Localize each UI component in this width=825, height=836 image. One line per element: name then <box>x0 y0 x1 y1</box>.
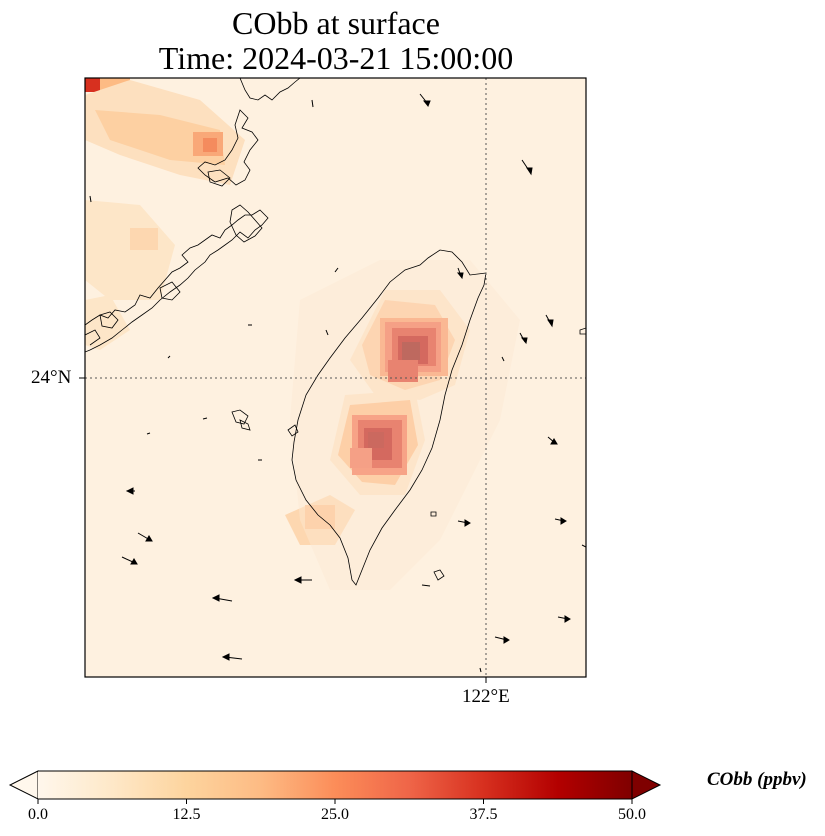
colorbar-tick-label: 0.0 <box>28 806 48 823</box>
wind-vectors <box>89 93 586 673</box>
plume-northwest <box>85 78 245 350</box>
taiwan-coastline <box>291 249 487 586</box>
colorbar-tick-label: 25.0 <box>321 806 349 823</box>
colorbar-extend-low <box>8 770 39 800</box>
lon-tick-label: 122°E <box>462 686 510 707</box>
colorbar-tick-label: 37.5 <box>469 806 498 823</box>
colorbar-title: CObb (ppbv) <box>707 769 807 790</box>
hotspot-taiwan-central <box>330 390 425 495</box>
gridlines <box>85 78 586 677</box>
colorbar-gradient <box>38 771 632 799</box>
colorbar-extend-high <box>631 770 662 800</box>
fujian-upper-coast <box>239 78 301 101</box>
colorbar-tick-label: 12.5 <box>172 806 201 823</box>
colorbar-tick-label: 50.0 <box>618 806 646 823</box>
wind-arrowhead <box>422 100 431 107</box>
colorbar <box>8 770 662 804</box>
plot-title: CObb at surface <box>232 5 440 41</box>
hotspot-taiwan-north <box>350 290 470 400</box>
lat-tick-label: 24°N <box>31 367 72 388</box>
china-coastline <box>85 209 269 353</box>
colorbar-ticks <box>37 799 633 804</box>
coastline <box>85 78 586 586</box>
plot-time-subtitle: Time: 2024-03-21 15:00:00 <box>158 40 514 76</box>
